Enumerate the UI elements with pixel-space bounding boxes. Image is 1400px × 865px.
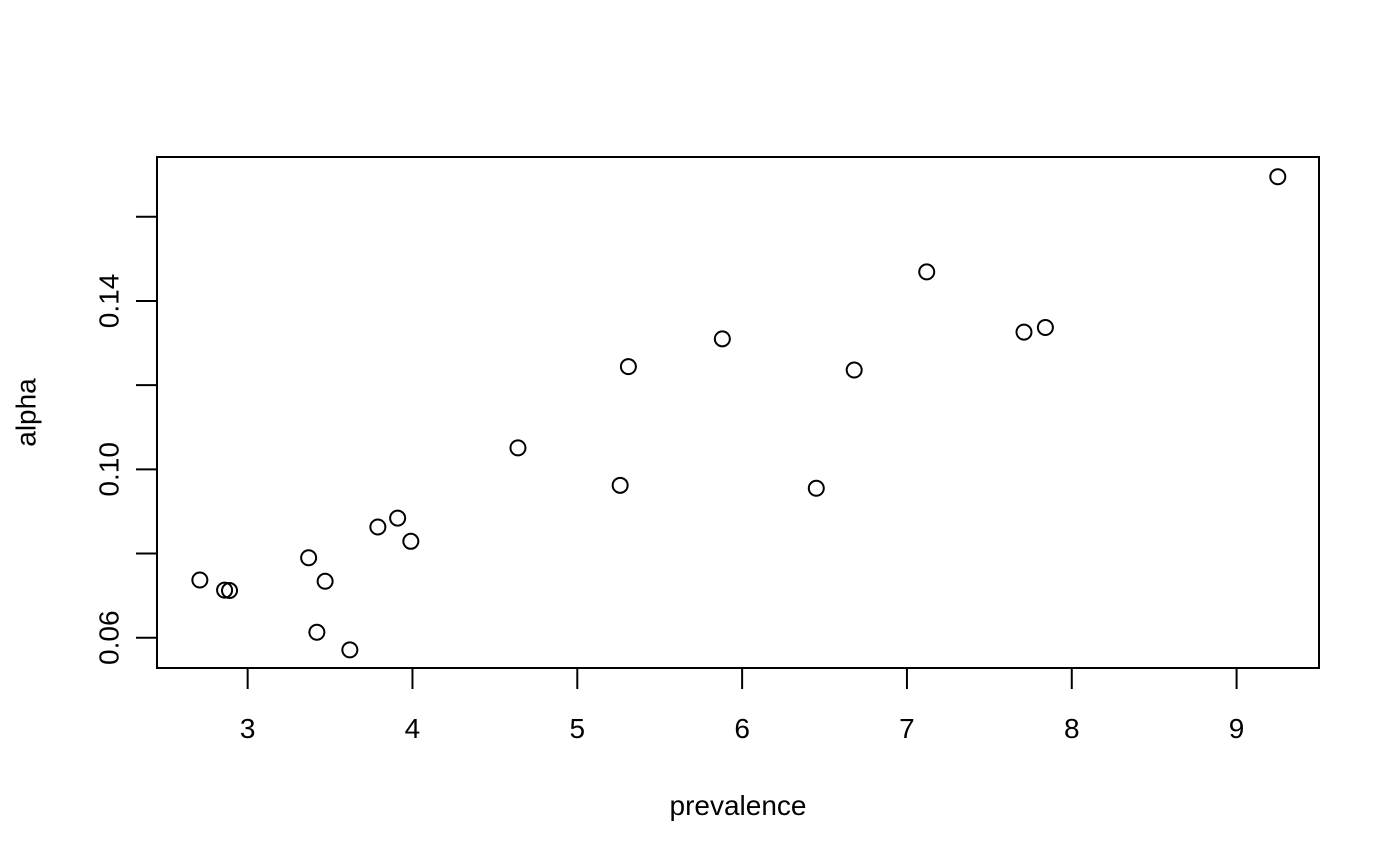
plot-frame — [156, 156, 1320, 669]
data-point — [316, 572, 334, 590]
data-point — [1036, 318, 1054, 336]
data-point — [221, 582, 239, 600]
y-tick-label: 0.14 — [94, 274, 125, 329]
data-point — [509, 439, 527, 457]
data-point — [300, 549, 318, 567]
y-axis-label: alpha — [11, 378, 42, 447]
y-tick-label: 0.10 — [94, 442, 125, 497]
data-point — [1015, 323, 1033, 341]
x-tick-label: 6 — [734, 713, 750, 744]
x-axis: 3 4 5 6 7 8 9 — [240, 667, 1245, 744]
x-tick-label: 3 — [240, 713, 256, 744]
data-point — [389, 509, 407, 527]
data-points — [191, 168, 1287, 659]
data-point — [845, 361, 863, 379]
x-tick-label: 5 — [570, 713, 586, 744]
data-point — [807, 479, 825, 497]
y-tick-label: 0.06 — [94, 610, 125, 665]
x-tick-label: 9 — [1229, 713, 1245, 744]
data-point — [713, 330, 731, 348]
data-point — [216, 581, 234, 599]
data-point — [402, 532, 420, 550]
data-point — [341, 641, 359, 659]
x-tick-label: 7 — [899, 713, 915, 744]
data-point — [611, 476, 629, 494]
data-point — [918, 263, 936, 281]
data-point — [191, 571, 209, 589]
x-tick-label: 4 — [405, 713, 421, 744]
data-point — [619, 358, 637, 376]
data-point — [369, 518, 387, 536]
y-axis: 0.06 0.10 0.14 — [94, 215, 158, 665]
x-axis-label: prevalence — [670, 790, 807, 821]
x-tick-label: 8 — [1064, 713, 1080, 744]
data-point — [1269, 168, 1287, 186]
data-point — [308, 623, 326, 641]
